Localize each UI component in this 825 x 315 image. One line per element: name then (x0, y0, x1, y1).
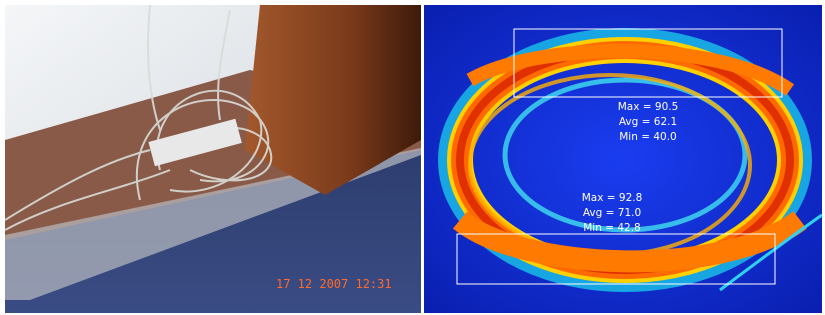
region-max: Max = 90.5 (618, 101, 679, 113)
timestamp: 17 12 2007 12:31 (276, 277, 392, 291)
region-avg: Avg = 71.0 (583, 207, 641, 219)
region-avg: Avg = 62.1 (619, 116, 677, 128)
region-max: Max = 92.8 (582, 192, 643, 204)
region-min: Min = 40.0 (619, 131, 676, 143)
region-min: Min = 42.8 (583, 222, 640, 234)
page: 17 12 2007 12:31 Max = 90.5 Avg = 62.1 M… (0, 0, 825, 315)
photo: 17 12 2007 12:31 (5, 5, 421, 313)
thermal-image: Max = 90.5 Avg = 62.1 Min = 40.0 Max = 9… (424, 5, 822, 313)
